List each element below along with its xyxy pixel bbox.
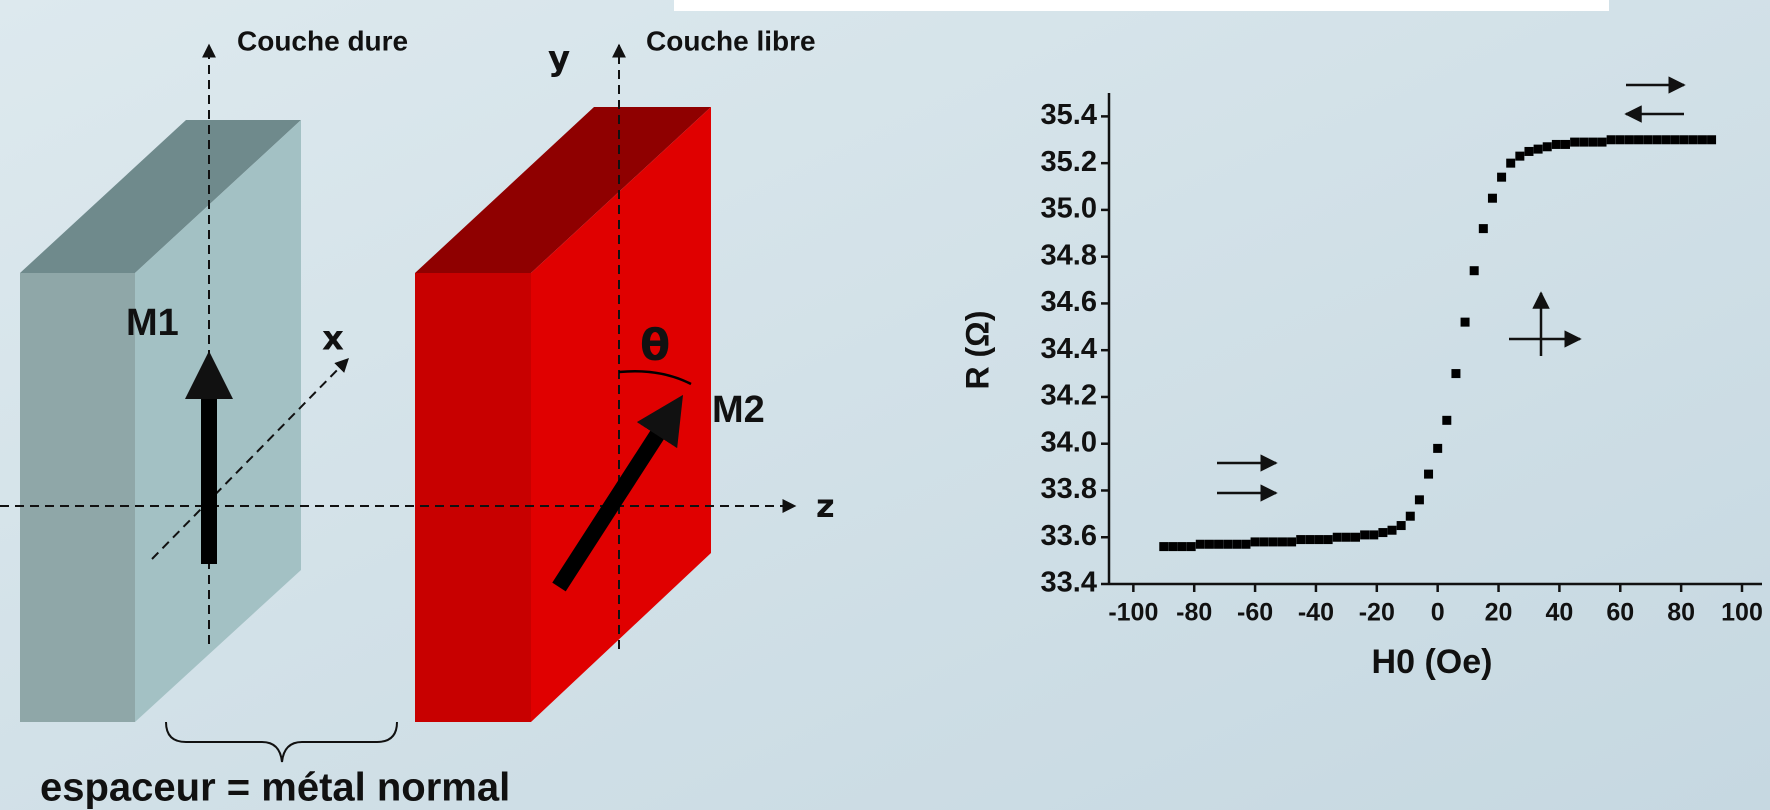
point [1168, 542, 1177, 551]
point [1351, 533, 1360, 542]
y-tick-label: 33.8 [1041, 473, 1097, 505]
x-tick-label: -80 [1176, 599, 1212, 627]
point [1552, 140, 1561, 149]
point [1579, 138, 1588, 147]
label: θ [640, 320, 670, 371]
point [1707, 135, 1716, 144]
label: z [816, 487, 835, 525]
white-box [674, 0, 1609, 11]
block-front [415, 273, 531, 722]
point [1671, 135, 1680, 144]
point [1360, 530, 1369, 539]
point [1607, 135, 1616, 144]
point [1561, 140, 1570, 149]
y-axis-title: R (Ω) [959, 311, 995, 390]
block-front [20, 273, 135, 722]
y-tick-label: 34.4 [1041, 333, 1097, 365]
y-tick-label: 35.4 [1041, 99, 1097, 131]
point [1397, 521, 1406, 530]
label: Couche libre [646, 25, 816, 56]
point [1333, 533, 1342, 542]
point [1543, 142, 1552, 151]
point [1598, 138, 1607, 147]
x-tick-label: 40 [1545, 599, 1573, 627]
x-tick-label: -40 [1298, 599, 1334, 627]
x-tick-label: 60 [1606, 599, 1634, 627]
point [1314, 535, 1323, 544]
point [1616, 135, 1625, 144]
x-tick-label: -100 [1108, 599, 1158, 627]
point [1506, 159, 1515, 168]
point [1296, 535, 1305, 544]
point [1698, 135, 1707, 144]
point [1178, 542, 1187, 551]
y-tick-label: 35.0 [1041, 193, 1097, 225]
point [1269, 537, 1278, 546]
point [1415, 495, 1424, 504]
point [1634, 135, 1643, 144]
x-tick-label: 100 [1721, 599, 1763, 627]
point [1369, 530, 1378, 539]
point [1680, 135, 1689, 144]
point [1278, 537, 1287, 546]
point [1251, 537, 1260, 546]
point [1488, 194, 1497, 203]
point [1305, 535, 1314, 544]
point [1378, 528, 1387, 537]
label: Couche dure [237, 25, 408, 56]
point [1342, 533, 1351, 542]
point [1534, 145, 1543, 154]
point [1689, 135, 1698, 144]
y-tick-label: 34.6 [1041, 286, 1097, 318]
y-tick-label: 34.8 [1041, 239, 1097, 271]
label: y [548, 39, 570, 79]
point [1515, 152, 1524, 161]
point [1406, 512, 1415, 521]
point [1570, 138, 1579, 147]
point [1241, 540, 1250, 549]
point [1643, 135, 1652, 144]
label: M1 [126, 302, 179, 344]
point [1442, 416, 1451, 425]
point [1497, 173, 1506, 182]
y-tick-label: 33.6 [1041, 520, 1097, 552]
x-tick-label: 20 [1485, 599, 1513, 627]
point [1260, 537, 1269, 546]
x-axis-title: H0 (Oe) [1372, 643, 1493, 681]
x-tick-label: -60 [1237, 599, 1273, 627]
label: M2 [712, 389, 765, 431]
point [1223, 540, 1232, 549]
point [1479, 224, 1488, 233]
point [1588, 138, 1597, 147]
point [1470, 266, 1479, 275]
point [1232, 540, 1241, 549]
point [1524, 147, 1533, 156]
label: x [322, 319, 344, 359]
point [1214, 540, 1223, 549]
point [1451, 369, 1460, 378]
point [1388, 526, 1397, 535]
point [1661, 135, 1670, 144]
label: espaceur = métal normal [40, 766, 510, 810]
page: Couche dure Couche libre y x z M1 M2 θ e… [0, 0, 1770, 810]
point [1324, 535, 1333, 544]
point [1461, 318, 1470, 327]
point [1159, 542, 1168, 551]
point [1187, 542, 1196, 551]
y-tick-label: 35.2 [1041, 146, 1097, 178]
point [1433, 444, 1442, 453]
point [1625, 135, 1634, 144]
point [1424, 470, 1433, 479]
y-tick-label: 33.4 [1041, 567, 1097, 599]
x-tick-label: 80 [1667, 599, 1695, 627]
y-tick-label: 34.0 [1041, 426, 1097, 458]
point [1287, 537, 1296, 546]
x-tick-label: -20 [1359, 599, 1395, 627]
point [1196, 540, 1205, 549]
point [1652, 135, 1661, 144]
y-tick-label: 34.2 [1041, 380, 1097, 412]
point [1205, 540, 1214, 549]
x-tick-label: 0 [1431, 599, 1445, 627]
